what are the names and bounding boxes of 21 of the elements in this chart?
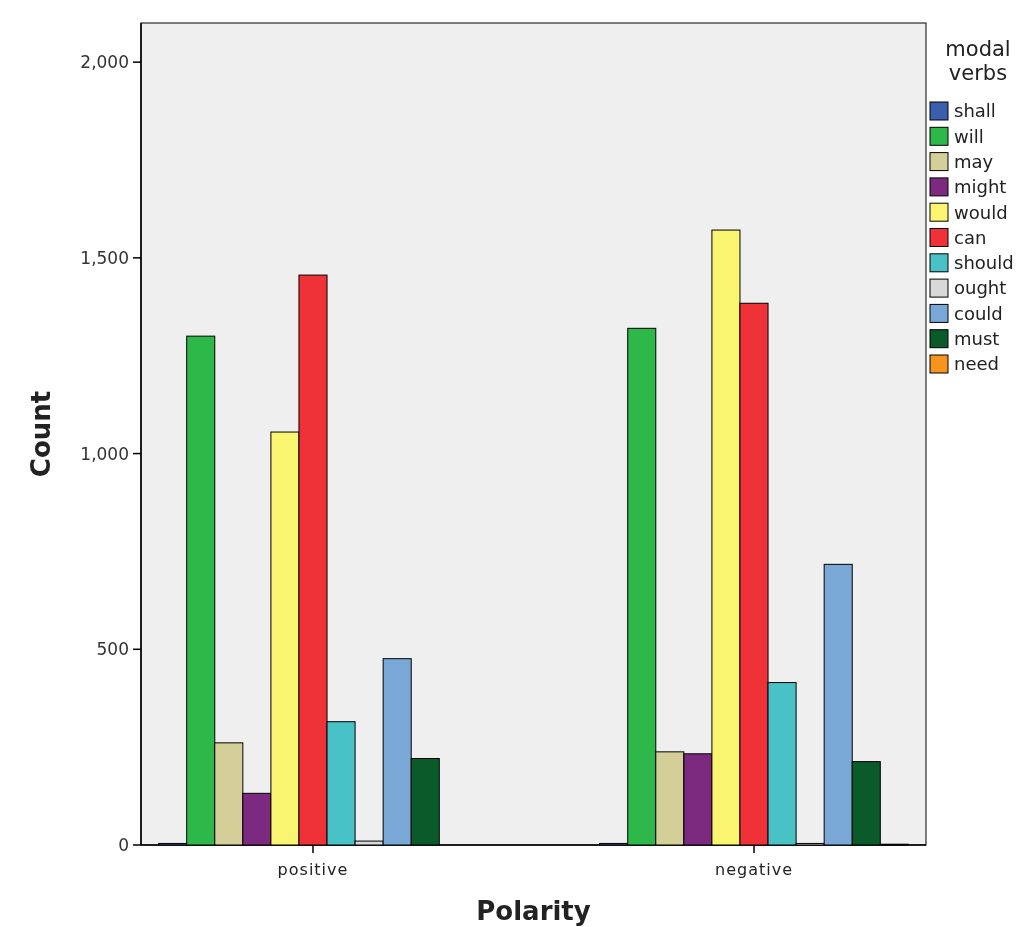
y-axis-title: Count [26,390,56,478]
legend-label: would [954,201,1008,223]
legend-label: ought [954,277,1007,299]
legend-label: could [954,302,1003,324]
legend-label: can [954,226,987,248]
x-tick-label: negative [715,860,793,879]
x-axis-title: Polarity [476,896,591,926]
y-tick-label: 1,000 [80,443,129,464]
legend-label: may [954,150,994,172]
y-tick-label: 0 [118,834,129,855]
legend-label: shall [954,100,996,122]
y-tick-label: 2,000 [80,52,129,73]
y-tick-label: 500 [96,639,129,660]
legend-label: should [954,252,1014,274]
legend-label: will [954,125,984,147]
legend-title: modal verbs [945,37,1011,85]
legend-label: might [954,176,1007,198]
legend-label: need [954,353,999,375]
legend-label: must [954,328,1000,349]
x-tick-label: positive [277,860,349,879]
y-tick-label: 1,500 [80,247,129,268]
